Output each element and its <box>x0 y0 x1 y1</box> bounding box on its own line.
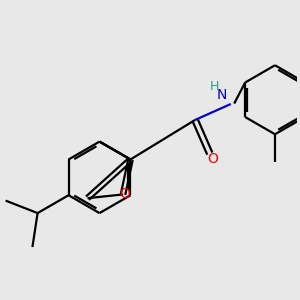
Text: N: N <box>216 88 227 102</box>
Text: H: H <box>210 80 220 93</box>
Text: O: O <box>207 152 218 166</box>
Text: O: O <box>120 188 130 201</box>
